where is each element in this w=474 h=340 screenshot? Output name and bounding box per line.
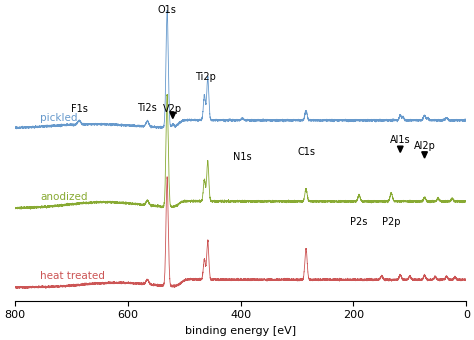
X-axis label: binding energy [eV]: binding energy [eV] bbox=[185, 326, 296, 336]
Polygon shape bbox=[170, 112, 175, 119]
Text: N1s: N1s bbox=[233, 152, 252, 162]
Text: V2p: V2p bbox=[163, 104, 182, 114]
Text: Ti2p: Ti2p bbox=[195, 72, 216, 82]
Text: Al1s: Al1s bbox=[390, 135, 410, 145]
Text: P2p: P2p bbox=[382, 217, 401, 227]
Polygon shape bbox=[398, 146, 403, 152]
Text: pickled: pickled bbox=[40, 113, 78, 123]
Polygon shape bbox=[422, 152, 428, 158]
Text: anodized: anodized bbox=[40, 192, 88, 202]
Text: Al2p: Al2p bbox=[414, 141, 436, 151]
Text: P2s: P2s bbox=[350, 217, 368, 227]
Text: C1s: C1s bbox=[297, 147, 315, 157]
Text: O1s: O1s bbox=[158, 5, 177, 16]
Text: heat treated: heat treated bbox=[40, 271, 105, 282]
Text: F1s: F1s bbox=[71, 104, 88, 114]
Text: Ti2s: Ti2s bbox=[137, 103, 157, 113]
